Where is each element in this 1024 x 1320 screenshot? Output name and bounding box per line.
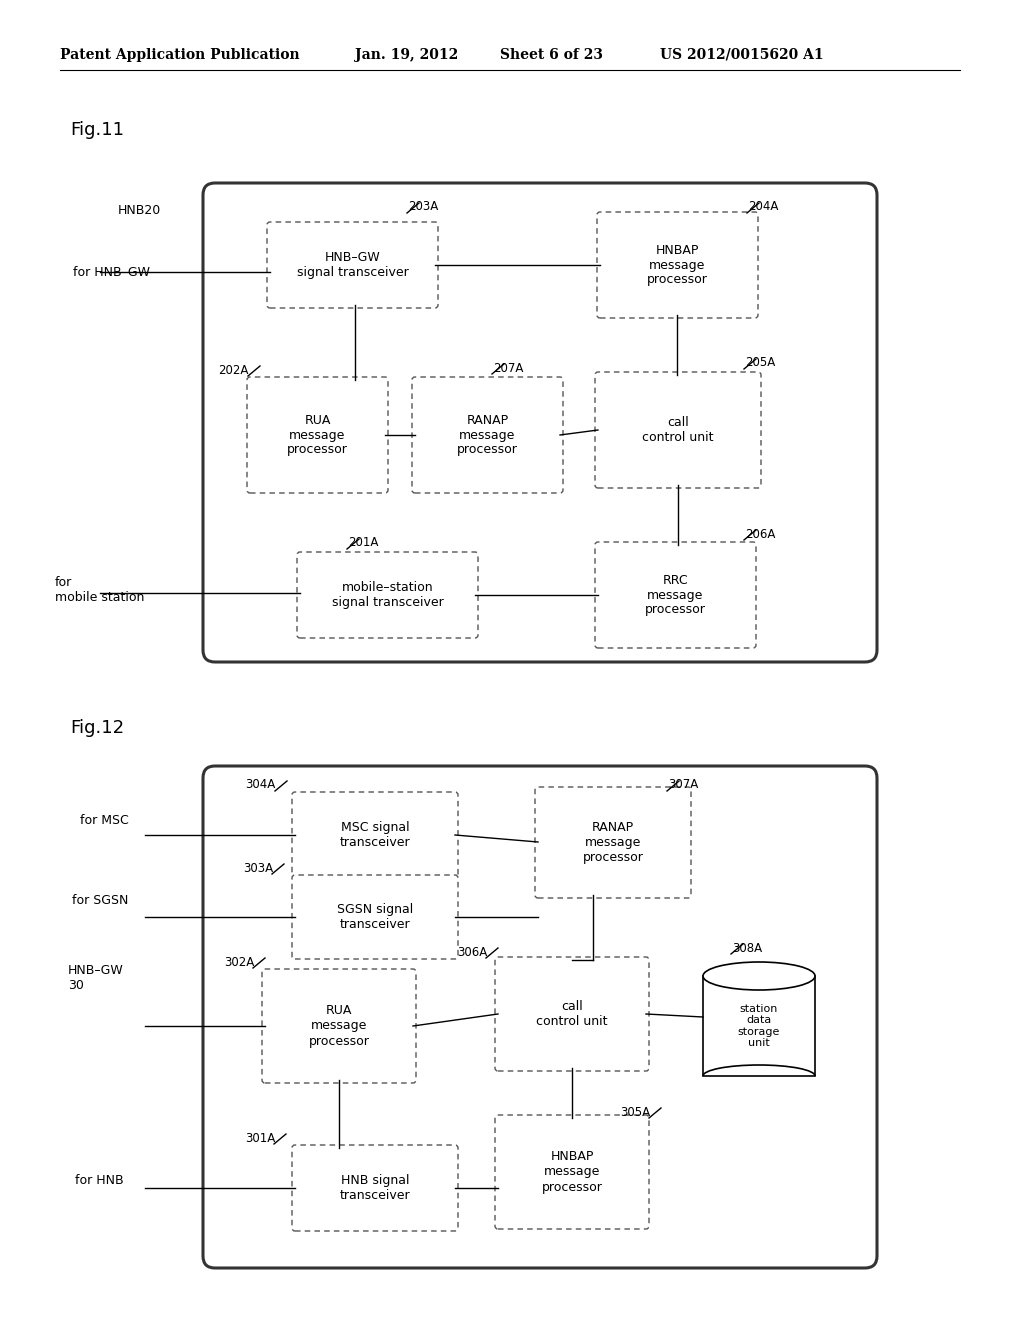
Text: HNB20: HNB20 [118, 203, 161, 216]
Text: for HNB: for HNB [75, 1173, 124, 1187]
Text: RANAP
message
processor: RANAP message processor [457, 413, 518, 457]
Text: HNBAP
message
processor: HNBAP message processor [542, 1151, 602, 1193]
Text: 206A: 206A [745, 528, 775, 540]
Text: 204A: 204A [748, 201, 778, 214]
Text: HNB–GW
signal transceiver: HNB–GW signal transceiver [297, 251, 409, 279]
Text: for
mobile station: for mobile station [55, 576, 144, 605]
Text: RANAP
message
processor: RANAP message processor [583, 821, 643, 865]
FancyBboxPatch shape [412, 378, 563, 492]
Text: mobile–station
signal transceiver: mobile–station signal transceiver [332, 581, 443, 609]
Text: 203A: 203A [408, 201, 438, 214]
FancyBboxPatch shape [595, 543, 756, 648]
Text: Jan. 19, 2012: Jan. 19, 2012 [355, 48, 459, 62]
Text: 205A: 205A [745, 356, 775, 370]
Text: HNB signal
transceiver: HNB signal transceiver [340, 1173, 411, 1203]
Text: 201A: 201A [348, 536, 379, 549]
Text: Fig.12: Fig.12 [70, 719, 124, 737]
Text: 304A: 304A [245, 779, 275, 792]
Text: US 2012/0015620 A1: US 2012/0015620 A1 [660, 48, 823, 62]
Text: Sheet 6 of 23: Sheet 6 of 23 [500, 48, 603, 62]
Text: 302A: 302A [224, 956, 254, 969]
Text: RUA
message
processor: RUA message processor [308, 1005, 370, 1048]
Text: SGSN signal
transceiver: SGSN signal transceiver [337, 903, 413, 931]
FancyBboxPatch shape [495, 957, 649, 1071]
FancyBboxPatch shape [535, 787, 691, 898]
Text: call
control unit: call control unit [642, 416, 714, 444]
Text: 301A: 301A [245, 1131, 275, 1144]
Text: 307A: 307A [668, 779, 698, 792]
Text: 207A: 207A [493, 362, 523, 375]
Text: Patent Application Publication: Patent Application Publication [60, 48, 300, 62]
FancyBboxPatch shape [267, 222, 438, 308]
Text: MSC signal
transceiver: MSC signal transceiver [340, 821, 411, 849]
FancyBboxPatch shape [595, 372, 761, 488]
Text: RRC
message
processor: RRC message processor [645, 573, 706, 616]
Text: HNBAP
message
processor: HNBAP message processor [647, 243, 708, 286]
Text: Fig.11: Fig.11 [70, 121, 124, 139]
Text: 305A: 305A [620, 1106, 650, 1118]
Text: station
data
storage
unit: station data storage unit [738, 1003, 780, 1048]
Text: for SGSN: for SGSN [72, 894, 128, 907]
Bar [703, 975, 815, 1076]
Text: 202A: 202A [218, 363, 249, 376]
FancyBboxPatch shape [292, 792, 458, 878]
FancyBboxPatch shape [247, 378, 388, 492]
Text: HNB–GW
30: HNB–GW 30 [68, 964, 124, 993]
Ellipse shape [703, 962, 815, 990]
FancyBboxPatch shape [203, 183, 877, 663]
FancyBboxPatch shape [262, 969, 416, 1082]
FancyBboxPatch shape [495, 1115, 649, 1229]
Text: 303A: 303A [243, 862, 273, 874]
FancyBboxPatch shape [203, 766, 877, 1269]
Text: RUA
message
processor: RUA message processor [287, 413, 348, 457]
Text: 308A: 308A [732, 941, 762, 954]
Text: for HNB–GW: for HNB–GW [73, 265, 150, 279]
FancyBboxPatch shape [297, 552, 478, 638]
FancyBboxPatch shape [292, 875, 458, 960]
Text: 306A: 306A [457, 945, 487, 958]
Text: call
control unit: call control unit [537, 1001, 608, 1028]
FancyBboxPatch shape [292, 1144, 458, 1232]
Text: for MSC: for MSC [80, 813, 129, 826]
FancyBboxPatch shape [597, 213, 758, 318]
